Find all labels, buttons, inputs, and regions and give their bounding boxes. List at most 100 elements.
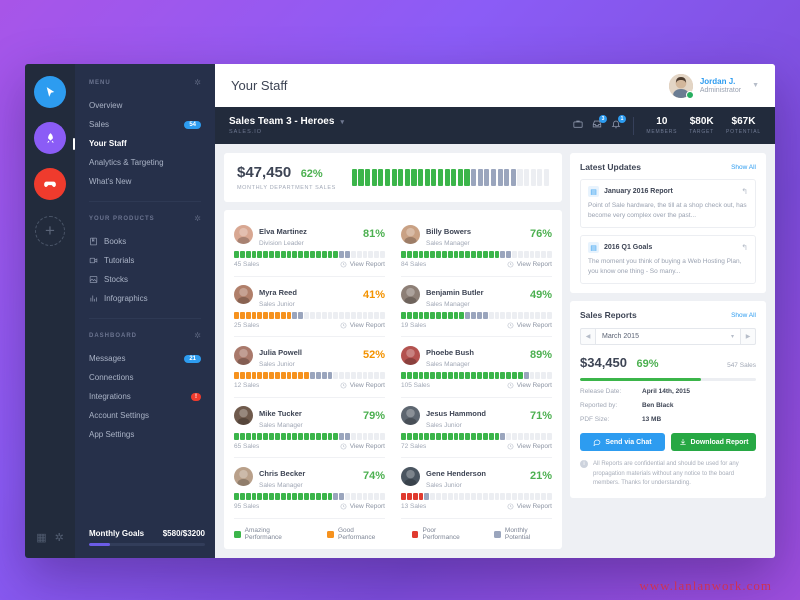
staff-row[interactable]: Elva Martinez Division Leader 81% 45 Sales V… xyxy=(234,216,385,277)
briefcase-icon[interactable] xyxy=(573,119,583,132)
view-report-link[interactable]: View Report xyxy=(340,503,385,510)
staff-row[interactable]: Mike Tucker Sales Manager 79% 65 Sales View … xyxy=(234,398,385,459)
staff-row[interactable]: Gene Henderson Sales Junior 21% 13 Sales Vie… xyxy=(401,458,552,519)
month-dropdown[interactable]: March 2015 ▾ xyxy=(595,328,741,346)
performance-segment xyxy=(465,372,471,380)
performance-segment xyxy=(257,251,263,258)
field-key: PDF Size: xyxy=(580,416,610,424)
sidebar-item-app-settings[interactable]: App Settings xyxy=(75,425,215,444)
user-menu[interactable]: Jordan J. Administrator ▼ xyxy=(668,73,759,99)
performance-segment xyxy=(447,493,453,501)
next-month-button[interactable]: ▶ xyxy=(741,328,756,346)
gear-icon[interactable]: ✲ xyxy=(194,78,201,87)
monthly-goals: Monthly Goals $580/$3200 xyxy=(89,529,205,546)
send-via-chat-button[interactable]: Send via Chat xyxy=(580,433,665,452)
staff-row[interactable]: Phoebe Bush Sales Manager 89% 105 Sales View… xyxy=(401,337,552,398)
view-report-link[interactable]: View Report xyxy=(507,382,552,389)
sidebar-item-account-settings[interactable]: Account Settings xyxy=(75,406,215,425)
view-report-link[interactable]: View Report xyxy=(340,261,385,268)
performance-segment xyxy=(339,493,345,501)
chevron-down-icon[interactable]: ▾ xyxy=(340,118,344,126)
performance-segment xyxy=(321,432,327,440)
show-all-link[interactable]: Show All xyxy=(731,163,756,171)
sidebar-item-stocks[interactable]: Stocks xyxy=(75,270,215,289)
staff-sales-count: 65 Sales xyxy=(234,442,260,450)
staff-row[interactable]: Myra Reed Sales Junior 41% 25 Sales View Rep… xyxy=(234,277,385,338)
month-selector[interactable]: ◀ March 2015 ▾ ▶ xyxy=(580,328,756,346)
sidebar-item-messages[interactable]: Messages 21 xyxy=(75,349,215,368)
sidebar-item-tutorials[interactable]: Tutorials xyxy=(75,251,215,270)
sidebar-item-overview[interactable]: Overview xyxy=(75,96,215,115)
sidebar-item-connections[interactable]: Connections xyxy=(75,368,215,387)
sidebar-item-your-staff[interactable]: Your Staff xyxy=(73,134,215,153)
performance-segment xyxy=(412,493,418,501)
view-report-link[interactable]: View Report xyxy=(340,382,385,389)
staff-row[interactable]: Jesus Hammond Sales Junior 71% 72 Sales View… xyxy=(401,398,552,459)
performance-segment xyxy=(476,311,482,319)
performance-segment xyxy=(436,372,441,380)
sidebar-item-books[interactable]: Books xyxy=(75,232,215,251)
sidebar-item-label: Books xyxy=(104,237,127,246)
performance-segment xyxy=(412,311,418,319)
gamepad-icon[interactable] xyxy=(34,168,66,200)
performance-segment xyxy=(245,372,251,380)
gear-icon[interactable]: ✲ xyxy=(194,214,201,223)
inbox-icon[interactable]: 3 xyxy=(592,115,608,132)
team-selector[interactable]: Sales Team 3 - Heroes ▾ SALES.IO xyxy=(229,116,344,135)
performance-segment xyxy=(380,311,385,319)
update-item[interactable]: ▤ January 2016 Report ↰ Point of Sale ha… xyxy=(580,179,756,229)
performance-segment xyxy=(245,493,251,501)
rocket-icon[interactable] xyxy=(34,122,66,154)
chevron-down-icon[interactable]: ▼ xyxy=(752,82,759,89)
add-workspace-button[interactable]: + xyxy=(35,216,65,246)
performance-segment xyxy=(494,432,500,440)
performance-segment xyxy=(482,493,488,501)
sidebar-item-infographics[interactable]: Infographics xyxy=(75,289,215,308)
staff-row[interactable]: Chris Becker Sales Manager 74% 95 Sales View… xyxy=(234,458,385,519)
view-report-link[interactable]: View Report xyxy=(340,322,385,329)
online-status-dot xyxy=(685,90,694,99)
summary-segment xyxy=(437,169,444,186)
performance-segment xyxy=(459,311,465,319)
staff-list-card: Elva Martinez Division Leader 81% 45 Sales V… xyxy=(224,210,562,549)
grid-icon[interactable]: ▦ xyxy=(36,532,47,544)
view-report-link[interactable]: View Report xyxy=(507,443,552,450)
reply-icon[interactable]: ↰ xyxy=(741,187,748,196)
view-report-link[interactable]: View Report xyxy=(507,322,552,329)
staff-sales-count: 105 Sales xyxy=(401,382,430,390)
performance-segment xyxy=(298,432,304,440)
view-report-link[interactable]: View Report xyxy=(507,261,552,268)
bell-icon[interactable]: 1 xyxy=(611,115,627,132)
icon-rail: + ▦ ✲ xyxy=(25,64,75,558)
download-report-button[interactable]: Download Report xyxy=(671,433,756,452)
staff-row[interactable]: Benjamin Butler Sales Manager 49% 19 Sales V… xyxy=(401,277,552,338)
menu-header-label: MENU xyxy=(89,79,111,86)
performance-segment xyxy=(459,493,465,501)
button-label: Download Report xyxy=(690,438,749,446)
performance-segment xyxy=(333,493,339,501)
clock-icon xyxy=(340,382,347,389)
performance-segment xyxy=(506,432,512,440)
sidebar-item-integrations[interactable]: Integrations ! xyxy=(75,387,215,406)
staff-role: Sales Junior xyxy=(259,300,295,308)
show-all-link[interactable]: Show All xyxy=(731,311,756,319)
performance-segment xyxy=(441,311,447,319)
gear-icon[interactable]: ✲ xyxy=(54,532,64,544)
sidebar-item-sales[interactable]: Sales 54 xyxy=(75,115,215,134)
cursor-icon[interactable] xyxy=(34,76,66,108)
sidebar-item-whats-new[interactable]: What's New xyxy=(75,172,215,191)
update-item[interactable]: ▤ 2016 Q1 Goals ↰ The moment you think o… xyxy=(580,235,756,285)
staff-row[interactable]: Julia Powell Sales Junior 52% 12 Sales View … xyxy=(234,337,385,398)
sidebar-item-analytics[interactable]: Analytics & Targeting xyxy=(75,153,215,172)
performance-segment xyxy=(298,251,304,258)
summary-segment xyxy=(384,169,391,186)
performance-segment xyxy=(517,311,523,319)
performance-segment xyxy=(234,372,239,380)
performance-segment xyxy=(245,251,251,258)
view-report-link[interactable]: View Report xyxy=(340,443,385,450)
gear-icon[interactable]: ✲ xyxy=(194,331,201,340)
prev-month-button[interactable]: ◀ xyxy=(580,328,595,346)
staff-row[interactable]: Billy Bowers Sales Manager 76% 84 Sales View… xyxy=(401,216,552,277)
reply-icon[interactable]: ↰ xyxy=(741,243,748,253)
view-report-link[interactable]: View Report xyxy=(507,503,552,510)
